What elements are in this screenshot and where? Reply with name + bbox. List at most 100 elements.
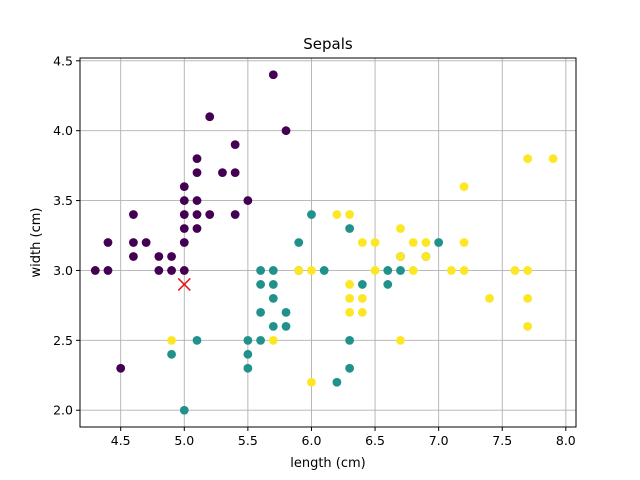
data-point-class-2 [523, 154, 533, 164]
data-point-class-1 [434, 238, 444, 247]
data-point-class-0 [192, 224, 202, 233]
y-tick-label: 4.5 [53, 53, 73, 68]
x-tick-label: 7.0 [429, 433, 449, 448]
data-point-class-0 [205, 112, 215, 122]
data-point-class-1 [396, 266, 405, 275]
x-tick-label: 8.0 [556, 433, 576, 448]
data-point-class-1 [167, 349, 176, 359]
data-point-class-1 [179, 405, 189, 415]
data-point-class-2 [345, 294, 355, 303]
data-point-class-2 [523, 266, 533, 275]
x-tick-label: 6.0 [302, 433, 322, 448]
data-point-class-2 [357, 294, 367, 303]
data-point-class-1 [383, 280, 393, 289]
data-point-class-1 [256, 266, 265, 275]
data-point-class-0 [268, 70, 278, 80]
grid-lines [80, 58, 576, 427]
data-point-class-2 [408, 238, 418, 247]
data-point-class-2 [268, 335, 278, 345]
data-point-class-1 [268, 266, 278, 275]
data-point-class-1 [268, 294, 278, 303]
data-point-class-0 [243, 196, 253, 205]
y-tick-label: 3.5 [53, 193, 73, 208]
data-point-class-1 [256, 280, 265, 289]
data-point-class-2 [307, 266, 316, 275]
data-point-class-2 [345, 210, 355, 219]
data-point-class-2 [446, 266, 456, 275]
data-point-class-0 [141, 238, 151, 247]
data-point-class-1 [307, 210, 316, 219]
data-point-class-2 [167, 335, 176, 345]
data-point-class-2 [510, 266, 520, 275]
data-point-class-1 [345, 363, 355, 373]
data-point-class-2 [396, 252, 405, 261]
x-axis-label: length (cm) [290, 456, 366, 471]
data-point-class-2 [421, 238, 431, 247]
data-point-class-1 [243, 363, 253, 373]
data-point-class-1 [192, 335, 202, 345]
y-tick-label: 3.0 [53, 263, 73, 278]
data-point-class-1 [243, 335, 253, 345]
data-point-class-0 [218, 168, 227, 178]
data-point-class-1 [357, 280, 367, 289]
data-point-class-2 [523, 321, 533, 331]
data-point-class-1 [332, 377, 342, 387]
data-point-class-0 [192, 154, 202, 164]
data-point-class-0 [230, 210, 240, 219]
x-tick-label: 6.5 [365, 433, 385, 448]
data-point-class-0 [90, 266, 100, 275]
data-point-class-2 [408, 266, 418, 275]
data-point-class-2 [485, 294, 494, 303]
x-axis-ticks: 4.5 5.0 5.5 6.0 6.5 7.0 7.5 8.0 [111, 427, 576, 448]
data-point-class-2 [421, 252, 431, 261]
data-point-class-2 [523, 294, 533, 303]
data-point-class-1 [345, 335, 355, 345]
data-point-class-2 [370, 238, 380, 247]
data-point-class-0 [192, 168, 202, 178]
plot-frame [79, 57, 577, 428]
y-axis-label: width (cm) [29, 208, 44, 278]
data-point-class-1 [345, 224, 355, 233]
data-point-class-0 [129, 238, 138, 247]
data-point-class-2 [396, 224, 405, 233]
data-point-class-2 [459, 182, 469, 191]
data-point-class-2 [459, 238, 469, 247]
data-point-class-2 [370, 266, 380, 275]
data-point-class-1 [294, 238, 304, 247]
data-point-class-0 [205, 210, 215, 219]
data-point-class-2 [459, 266, 469, 275]
data-point-class-1 [243, 349, 253, 359]
data-point-class-1 [319, 266, 329, 275]
data-point-class-2 [396, 335, 405, 345]
data-point-class-2 [332, 210, 342, 219]
highlight-x-marker [177, 277, 191, 291]
data-point-class-0 [179, 182, 189, 191]
y-axis-ticks: 2.0 2.5 3.0 3.5 4.0 4.5 [53, 53, 80, 418]
highlight-marker-layer [177, 277, 191, 291]
y-tick-label: 2.0 [53, 403, 73, 418]
data-point-class-0 [129, 252, 138, 261]
data-point-class-2 [307, 377, 316, 387]
data-point-class-0 [116, 363, 126, 373]
data-point-class-0 [230, 140, 240, 150]
data-point-class-2 [357, 238, 367, 247]
data-point-class-0 [179, 238, 189, 247]
data-point-class-2 [548, 154, 558, 164]
data-point-class-2 [345, 280, 355, 289]
data-point-class-2 [294, 266, 304, 275]
x-tick-label: 4.5 [111, 433, 131, 448]
data-point-class-0 [167, 252, 176, 261]
data-points [90, 70, 558, 415]
x-tick-label: 7.5 [492, 433, 512, 448]
data-point-class-0 [103, 238, 113, 247]
data-point-class-0 [167, 266, 176, 275]
data-point-class-0 [192, 196, 202, 205]
data-point-class-1 [281, 307, 291, 317]
data-point-class-1 [256, 307, 265, 317]
data-point-class-0 [154, 266, 164, 275]
data-point-class-1 [281, 321, 291, 331]
highlight-x-stroke [177, 277, 191, 291]
data-point-class-0 [179, 224, 189, 233]
data-point-class-0 [179, 196, 189, 205]
